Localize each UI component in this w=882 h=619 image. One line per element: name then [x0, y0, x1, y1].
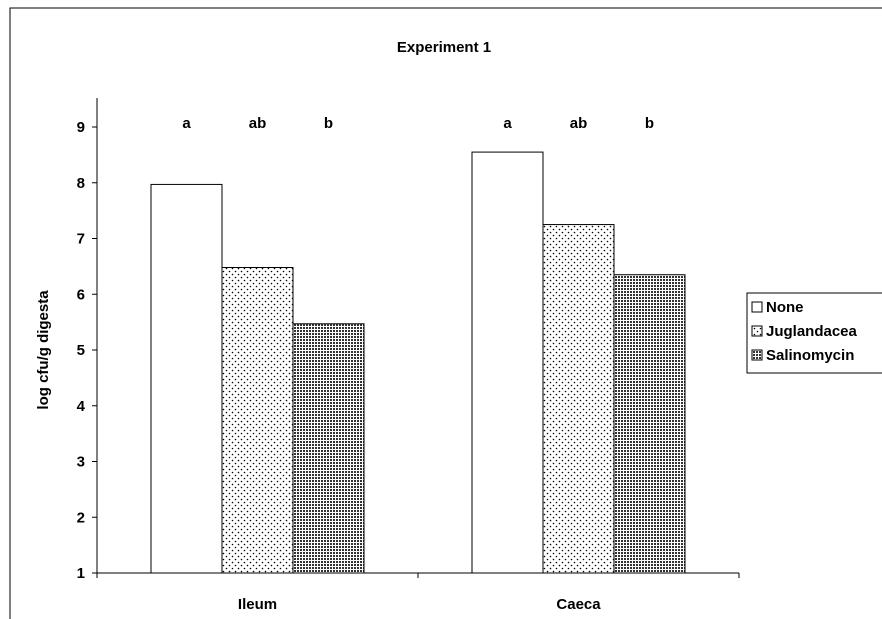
- legend-swatch-juglandacea: [751, 325, 763, 337]
- legend-box: [746, 292, 882, 374]
- y-tick-label: 7: [77, 231, 85, 248]
- x-category-label: Caeca: [556, 596, 601, 613]
- y-tick-label: 2: [77, 509, 85, 526]
- y-tick-label: 3: [77, 454, 85, 471]
- bar-juglandacea-caeca: [542, 224, 615, 574]
- y-tick-label: 8: [77, 175, 85, 192]
- legend-label-salinomycin: Salinomycin: [766, 347, 854, 364]
- y-tick-label: 6: [77, 286, 85, 303]
- significance-label: ab: [249, 115, 267, 132]
- significance-label: a: [182, 115, 191, 132]
- bar-juglandacea-ileum: [221, 266, 294, 574]
- legend-label-none: None: [766, 299, 804, 316]
- y-tick-label: 9: [77, 119, 85, 136]
- legend: None Juglandacea Salinomycin: [746, 292, 882, 374]
- legend-swatch-salinomycin: [751, 349, 763, 361]
- bars: [150, 151, 686, 574]
- significance-label: b: [324, 115, 333, 132]
- significance-label: a: [503, 115, 512, 132]
- legend-label-juglandacea: Juglandacea: [766, 323, 858, 340]
- bar-salinomycin-ileum: [292, 323, 365, 574]
- x-category-labels: Ileum Caeca: [96, 573, 740, 613]
- y-tick-label: 4: [77, 398, 86, 415]
- x-category-label: Ileum: [238, 596, 277, 613]
- significance-labels: a ab b a ab b: [182, 115, 654, 132]
- y-tick-label: 1: [77, 565, 85, 582]
- y-axis-label: log cfu/g digesta: [35, 290, 52, 410]
- significance-label: b: [645, 115, 654, 132]
- bar-salinomycin-caeca: [613, 274, 686, 574]
- legend-swatch-none: [751, 301, 763, 313]
- chart-frame: [9, 7, 882, 619]
- significance-label: ab: [570, 115, 588, 132]
- y-ticks: 1 2 3 4 5 6 7 8 9: [77, 119, 97, 582]
- y-tick-label: 5: [77, 342, 85, 359]
- bar-none-ileum: [150, 183, 223, 574]
- chart-title: Experiment 1: [397, 39, 491, 56]
- bar-none-caeca: [471, 151, 544, 574]
